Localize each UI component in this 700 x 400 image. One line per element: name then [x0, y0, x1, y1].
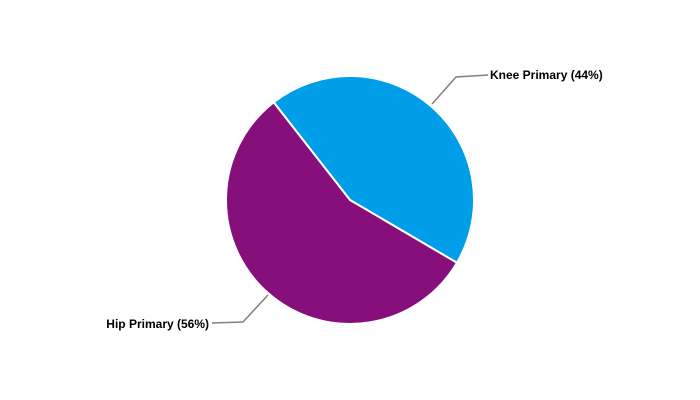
leader-line-knee [431, 74, 489, 105]
slice-label-hip: Hip Primary (56%) [106, 317, 209, 331]
pie-slice-knee-primary [272, 75, 475, 264]
leader-line-hip [211, 294, 269, 324]
slice-label-knee: Knee Primary (44%) [490, 68, 603, 82]
pie-slice-hip-primary [225, 101, 458, 325]
